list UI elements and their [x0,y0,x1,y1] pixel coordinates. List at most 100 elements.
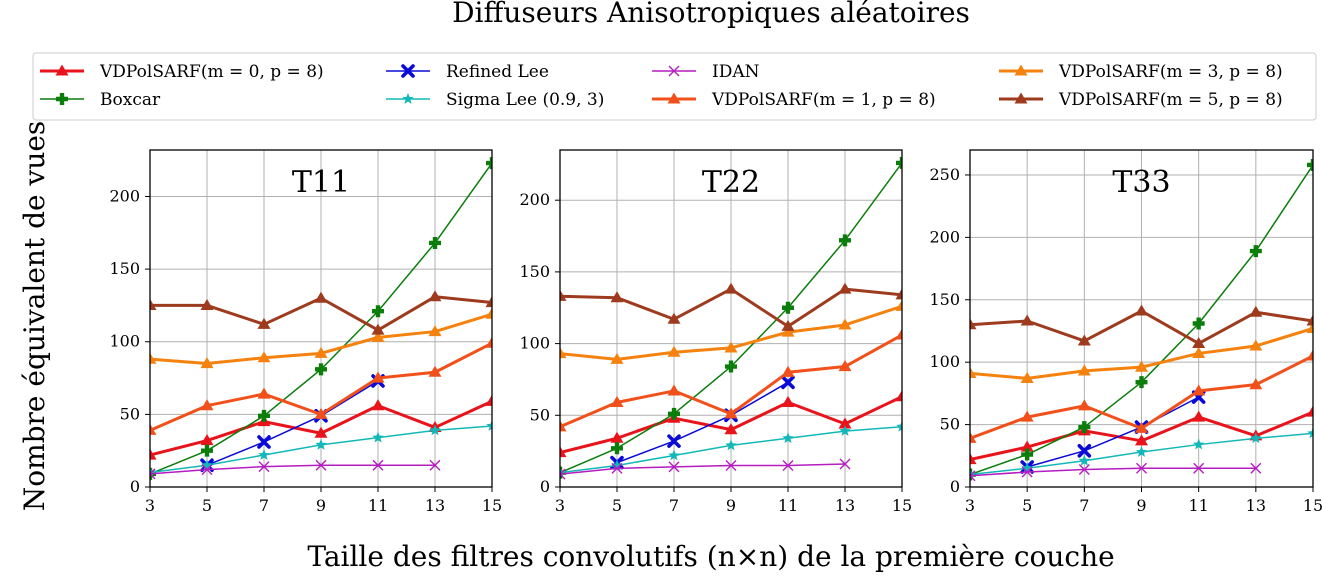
data-point [781,375,795,390]
data-point [1193,462,1205,474]
plot-area [970,158,1313,482]
plot-area [150,157,492,480]
x-tick-label: 15 [1303,496,1322,515]
data-point [611,442,623,455]
y-tick-label: 150 [519,262,550,281]
series-line [616,381,789,464]
y-tick-label: 50 [120,404,140,423]
data-point [1306,314,1313,326]
panel-title: T33 [1112,165,1170,200]
data-point [610,352,624,364]
data-point [668,407,680,420]
data-point [200,434,214,446]
data-point [1192,384,1206,396]
x-tick-label: 9 [726,496,736,515]
legend-label: VDPolSARF(m = 1, p = 8) [711,90,936,110]
data-point [315,438,327,450]
data-point [428,365,442,377]
y-tick-label: 200 [519,190,550,209]
data-point [1136,462,1147,474]
data-point [258,461,270,473]
data-point [371,399,385,411]
data-point [314,346,328,358]
data-point [315,363,327,376]
y-tick-label: 100 [929,352,960,371]
data-point [1135,376,1148,389]
data-point [667,434,681,448]
data-point [200,357,214,369]
y-tick-label: 50 [530,405,550,424]
x-tick-label: 5 [1022,496,1032,515]
data-point [1306,405,1313,417]
data-point [896,156,902,169]
data-point [1078,464,1090,476]
data-point [1306,349,1313,361]
x-tick-label: 13 [835,496,855,515]
x-tick-label: 11 [778,496,798,515]
x-tick-label: 7 [669,496,679,515]
data-point [150,423,157,435]
data-point [667,384,681,396]
series-line [150,464,435,475]
y-tick-label: 0 [540,477,550,496]
data-point [1020,410,1034,422]
y-tick-label: 0 [950,477,960,496]
legend-label: VDPolSARF(m = 3, p = 8) [1058,62,1283,82]
series-vdpolsarf-m-1-p-8 [150,336,492,435]
data-point [1077,334,1091,346]
data-point [668,461,680,473]
data-point [1020,371,1034,383]
data-point [1020,440,1034,452]
series-idan [560,458,851,480]
data-point [150,352,157,364]
data-point [486,419,492,431]
x-tick-label: 9 [1136,496,1146,515]
data-point [838,318,852,330]
data-point [257,435,271,449]
data-point [725,439,737,451]
y-tick-label: 100 [519,334,550,353]
legend-item-boxcar: Boxcar [40,90,161,110]
data-point [150,448,157,460]
data-point [429,236,441,249]
plot-area [560,156,902,480]
y-axis-label: Nombre équivalent de vues [18,121,51,512]
legend-label: Boxcar [100,90,161,110]
series-line [206,380,379,466]
x-axis-label: Taille des filtres convolutifs (n×n) de … [307,540,1114,573]
data-point [201,459,213,471]
data-point [201,464,213,476]
data-point [1021,448,1034,461]
data-point [1135,304,1148,316]
legend-item-vdpolsarf-m-5-p-8: VDPolSARF(m = 5, p = 8) [999,90,1283,110]
data-point [560,468,566,480]
data-point [560,289,567,301]
x-tick-label: 5 [202,496,212,515]
y-tick-label: 150 [929,290,960,309]
data-point [1192,346,1206,358]
data-point [895,299,902,311]
legend-swatch-marker [1014,64,1028,76]
data-point [781,319,795,331]
legend-label: IDAN [712,62,760,82]
data-point [970,453,977,465]
data-point [725,360,737,373]
legend-item-refined-lee: Refined Lee [386,62,549,82]
series-line [560,463,846,475]
data-point [371,371,385,383]
data-point [1077,364,1091,376]
data-point [724,341,738,353]
legend-swatch-marker [667,92,681,104]
data-point [1078,421,1091,434]
data-point [839,234,851,247]
series-vdpolsarf-m-3-p-8 [560,299,902,364]
data-point [724,423,738,435]
data-point [1077,444,1092,458]
data-point [838,360,852,372]
legend-swatch-marker [401,64,415,78]
x-tick-label: 11 [1188,496,1208,515]
data-point [1135,434,1148,446]
y-tick-label: 250 [929,165,960,184]
x-tick-label: 9 [316,496,326,515]
